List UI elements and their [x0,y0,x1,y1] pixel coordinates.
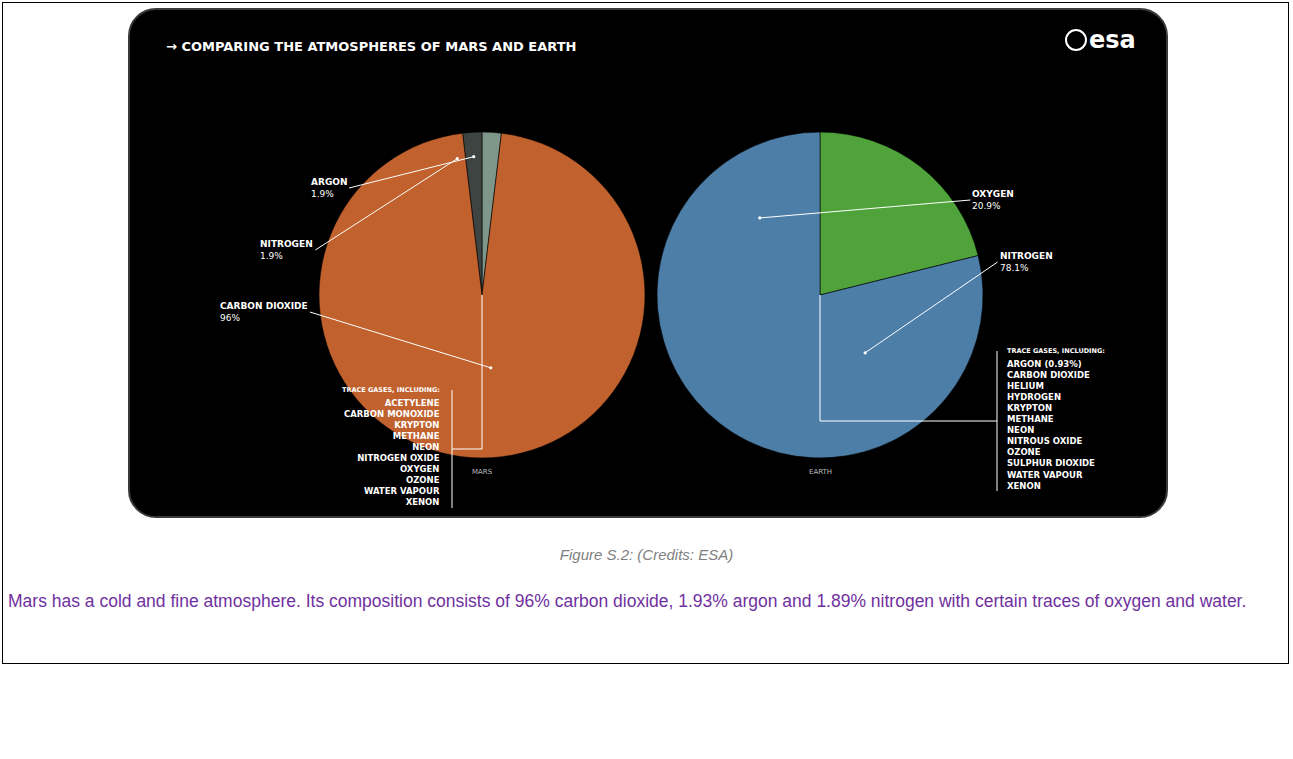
svg-text:NITROGEN1.9%: NITROGEN1.9% [260,239,313,261]
svg-text:MARS: MARS [472,468,493,476]
svg-text:→ COMPARING THE ATMOSPHERES OF: → COMPARING THE ATMOSPHERES OF MARS AND … [166,39,576,54]
svg-text:OXYGEN20.9%: OXYGEN20.9% [972,189,1014,211]
html-text:Mars has a cold and fine atmos: Mars has a cold and fine atmosphere. Its… [8,591,1247,611]
svg-text:ARGON (0.93%)CARBON DIOXIDEHEL: ARGON (0.93%)CARBON DIOXIDEHELIUMHYDROGE… [1007,359,1095,491]
svg-text:ARGON1.9%: ARGON1.9% [311,177,347,199]
svg-text:NITROGEN78.1%: NITROGEN78.1% [1000,251,1053,273]
html-text:Figure S.2: (Credits: ESA): Figure S.2: (Credits: ESA) [559,546,734,563]
svg-text:ACETYLENECARBON MONOXIDEKRYPTO: ACETYLENECARBON MONOXIDEKRYPTONMETHANENE… [344,398,440,507]
svg-text:esa: esa [1089,26,1136,54]
svg-text:EARTH: EARTH [809,468,832,476]
svg-text:CARBON DIOXIDE96%: CARBON DIOXIDE96% [220,301,308,323]
svg-text:TRACE GASES, INCLUDING:: TRACE GASES, INCLUDING: [342,386,440,394]
svg-text:TRACE GASES, INCLUDING:: TRACE GASES, INCLUDING: [1007,347,1105,355]
